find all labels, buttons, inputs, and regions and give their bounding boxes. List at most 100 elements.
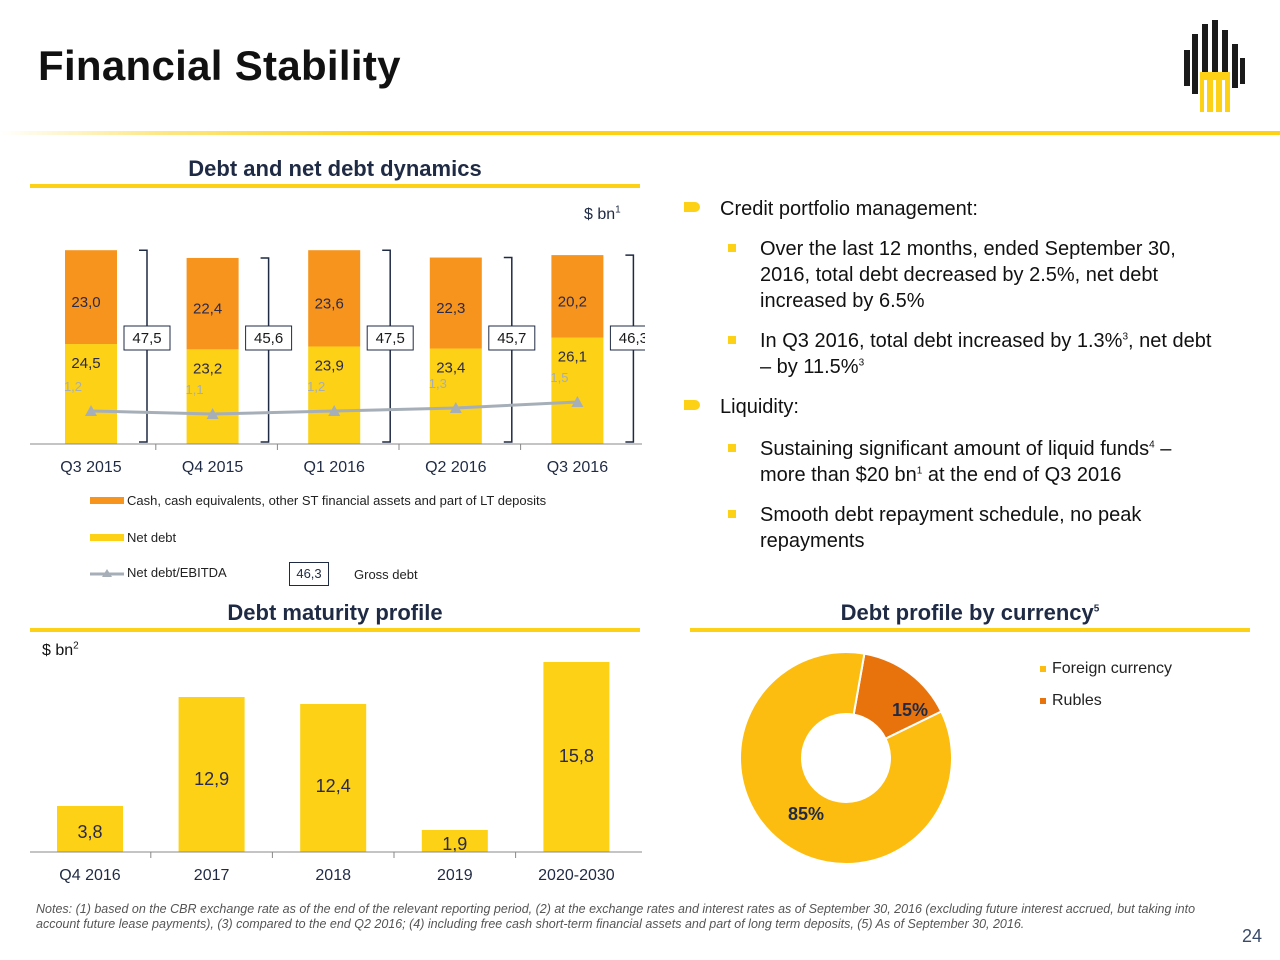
currency-title: Debt profile by currency5 (840, 600, 1100, 625)
pie-legend-foreign: Foreign currency (1040, 660, 1172, 678)
legend-label-ratio: Net debt/EBITDA (127, 565, 227, 580)
debt-dynamics-rule (30, 184, 640, 188)
legend-label-gross: Gross debt (354, 567, 418, 582)
maturity-chart: 3,8 Q4 2016 12,9 2017 12,4 2018 1,9 2019 15,8 202… (30, 662, 642, 884)
header-divider (0, 131, 1280, 135)
arrow-bullet-icon (684, 400, 700, 410)
bullet-list: Credit portfolio management: Over the la… (684, 196, 1214, 568)
legend-label-cash: Cash, cash equivalents, other ST financi… (127, 493, 547, 508)
bullet-credit-1: Over the last 12 months, ended September… (684, 236, 1214, 314)
ratio-marker (85, 405, 97, 416)
square-bullet-icon (728, 244, 736, 252)
maturity-rule (30, 628, 640, 632)
ratio-label: 1,2 (64, 379, 82, 394)
ratio-label: 1,3 (429, 376, 447, 391)
gross-debt-label: 47,5 (132, 330, 161, 347)
maturity-unit-label: $ bn2 (42, 640, 79, 659)
maturity-bar (543, 662, 610, 852)
ratio-marker (449, 402, 462, 413)
bar-cash (65, 250, 117, 345)
legend-swatch-rubles (1040, 697, 1046, 704)
bar-label-net-debt: 23,2 (193, 360, 222, 377)
pie-legend-rubles: Rubles (1040, 692, 1102, 710)
square-bullet-icon (728, 336, 736, 344)
gross-debt-label: 45,6 (254, 330, 283, 347)
legend-swatch-cash (90, 497, 124, 504)
bar-cash (186, 257, 239, 350)
legend-label-net-debt: Net debt (127, 530, 177, 545)
maturity-bar (300, 704, 367, 852)
bar-label-cash: 22,3 (436, 300, 465, 317)
maturity-bar-label: 12,9 (194, 769, 229, 789)
currency-rule (690, 628, 1250, 632)
company-logo (1184, 20, 1245, 112)
x-tick-label: 2020-2030 (538, 867, 615, 884)
gross-debt-box (609, 325, 645, 351)
arrow-bullet-icon (684, 202, 700, 212)
gross-debt-box (245, 325, 293, 351)
gross-debt-label: 47,5 (376, 330, 405, 347)
x-tick-label: Q4 2016 (59, 867, 120, 884)
debt-dynamics-chart: 23,0 24,5 47,5 1,2 Q3 2015 22,4 23,2 45,6 1,1 Q4 … (30, 249, 645, 476)
legend-gross-box: 46,3 (289, 562, 329, 586)
x-tick-label: Q3 2015 (60, 459, 121, 476)
ratio-marker (328, 405, 341, 416)
maturity-bar-label: 1,9 (442, 834, 467, 854)
bar-label-cash: 23,6 (315, 295, 344, 312)
gross-debt-box (488, 325, 536, 351)
legend-swatch-net-debt (90, 534, 124, 541)
bar-cash (308, 250, 361, 347)
debt-dynamics-title: Debt and net debt dynamics (188, 156, 482, 181)
maturity-bar-label: 3,8 (77, 822, 102, 842)
maturity-bar (178, 697, 245, 852)
x-tick-label: 2017 (194, 867, 230, 884)
bar-label-cash: 20,2 (558, 293, 587, 310)
legend-swatch-ratio (90, 569, 124, 577)
gross-debt-box (123, 325, 171, 351)
bar-label-net-debt: 26,1 (558, 349, 587, 366)
maturity-bar-label: 15,8 (559, 746, 594, 766)
x-tick-label: 2019 (437, 867, 473, 884)
square-bullet-icon (728, 444, 736, 452)
bullet-credit-2: In Q3 2016, total debt increased by 1.3%… (684, 328, 1214, 380)
currency-donut-chart: 15% 85% (740, 652, 953, 865)
legend-swatch-foreign (1040, 665, 1046, 672)
bullet-credit: Credit portfolio management: (684, 196, 1214, 222)
ratio-marker (206, 408, 219, 419)
donut-label-rubles: 15% (892, 700, 928, 720)
x-tick-label: Q4 2015 (182, 459, 243, 476)
bar-cash (551, 255, 604, 338)
gross-debt-box (366, 325, 414, 351)
donut-label-foreign: 85% (788, 804, 824, 824)
gross-debt-label: 45,7 (497, 330, 526, 347)
bar-label-net-debt: 23,4 (436, 360, 465, 377)
maturity-bar-label: 12,4 (316, 776, 351, 796)
page-number: 24 (1242, 926, 1263, 946)
bar-cash (429, 257, 482, 349)
bullet-liquidity-1: Sustaining significant amount of liquid … (684, 436, 1214, 488)
bar-label-net-debt: 24,5 (71, 355, 100, 372)
bar-net-debt (65, 344, 117, 444)
gross-debt-label: 46,3 (619, 330, 645, 347)
ratio-label: 1,5 (550, 370, 568, 385)
bullet-liquidity: Liquidity: (684, 394, 1214, 420)
bar-label-net-debt: 23,9 (315, 357, 344, 374)
donut-slice-foreign (740, 652, 953, 865)
x-tick-label: 2018 (315, 867, 351, 884)
x-tick-label: Q1 2016 (304, 459, 365, 476)
maturity-title: Debt maturity profile (227, 600, 443, 625)
bar-net-debt (186, 349, 239, 444)
square-bullet-icon (728, 510, 736, 518)
bar-net-debt (429, 348, 482, 444)
bar-label-cash: 22,4 (193, 301, 222, 318)
maturity-bar (421, 830, 488, 852)
bar-net-debt (308, 346, 361, 444)
debt-unit-label: $ bn1 (584, 204, 621, 223)
ratio-marker (571, 396, 584, 407)
bar-net-debt (551, 337, 604, 444)
x-tick-label: Q2 2016 (425, 459, 486, 476)
footnotes: Notes: (1) based on the CBR exchange rat… (36, 902, 1196, 931)
page-title: Financial Stability (38, 42, 401, 89)
maturity-bar (57, 806, 123, 852)
bar-label-cash: 23,0 (71, 294, 100, 311)
